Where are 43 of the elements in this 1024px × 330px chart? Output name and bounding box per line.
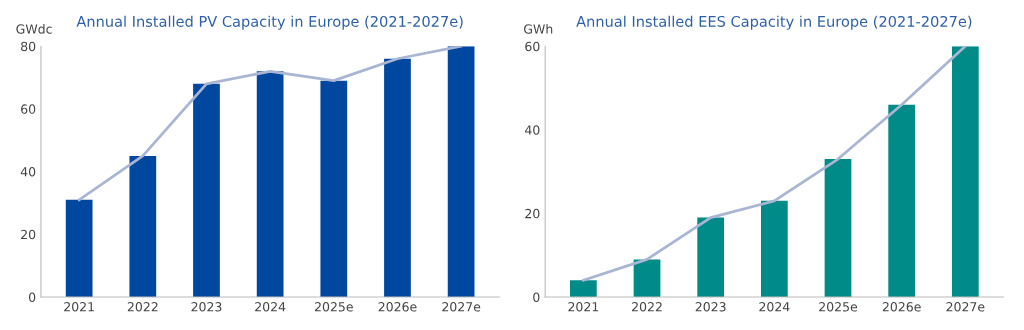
x-tick-label: 2026e bbox=[882, 302, 921, 312]
y-tick-label: 40 bbox=[20, 167, 36, 177]
line-series bbox=[581, 46, 967, 282]
x-tick-label: 2022 bbox=[127, 302, 158, 312]
bar bbox=[256, 71, 284, 297]
y-tick-label: 60 bbox=[21, 104, 36, 114]
bar bbox=[447, 46, 475, 297]
bar bbox=[129, 155, 157, 297]
bar bbox=[633, 259, 661, 297]
line-series bbox=[77, 46, 463, 202]
bar bbox=[320, 80, 348, 297]
y-axis-title: GWdc bbox=[16, 24, 52, 34]
x-tick-label: 2025e bbox=[819, 302, 858, 312]
chart-title: Annual Installed PV Capacity in Europe (2021-2027e) bbox=[76, 15, 463, 30]
bar bbox=[193, 83, 220, 297]
x-tick-label: 2023 bbox=[695, 302, 726, 312]
x-tick-label: 2022 bbox=[632, 302, 662, 312]
y-tick-label: 80 bbox=[21, 41, 36, 52]
x-tick-label: 2021 bbox=[64, 302, 94, 312]
x-tick-label: 2021 bbox=[568, 302, 599, 312]
bar bbox=[951, 46, 979, 297]
bar bbox=[888, 104, 916, 297]
bar bbox=[697, 217, 725, 297]
x-tick-label: 2025e bbox=[314, 302, 353, 312]
x-tick-label: 2026e bbox=[378, 302, 417, 312]
x-tick-label: 2027e bbox=[442, 302, 481, 312]
bar bbox=[824, 159, 852, 297]
y-tick-label: 0 bbox=[533, 292, 540, 302]
y-tick-label: 40 bbox=[525, 125, 540, 135]
x-tick-label: 2024 bbox=[759, 302, 790, 312]
chart-title: Annual Installed EES Capacity in Europe (2021-2027e) bbox=[576, 15, 972, 30]
y-axis-title: GWh bbox=[524, 24, 553, 34]
y-tick-label: 60 bbox=[525, 41, 540, 52]
y-tick-label: 0 bbox=[28, 292, 36, 302]
y-tick-label: 20 bbox=[21, 229, 36, 240]
bar bbox=[384, 58, 411, 297]
x-tick-label: 2027e bbox=[946, 302, 985, 312]
bar bbox=[760, 200, 788, 297]
y-tick-label: 20 bbox=[525, 208, 540, 219]
x-tick-label: 2024 bbox=[255, 302, 286, 312]
bar bbox=[569, 280, 597, 297]
bar bbox=[65, 199, 93, 297]
x-tick-label: 2023 bbox=[191, 302, 222, 312]
